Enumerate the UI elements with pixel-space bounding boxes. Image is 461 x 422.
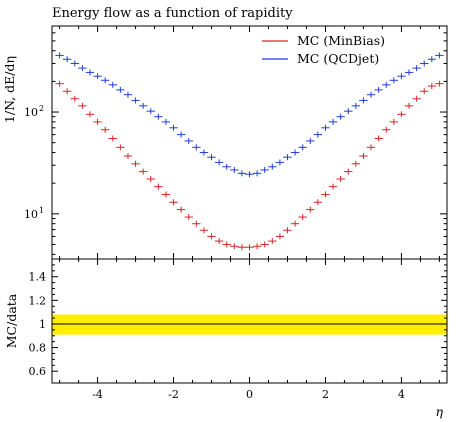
ratio-y-tick-label: 1 xyxy=(39,318,46,331)
legend-label-minbias: MC (MinBias) xyxy=(297,33,385,48)
main-y-tick-label-exponent: 2 xyxy=(39,104,44,113)
x-axis-label: η xyxy=(436,404,444,419)
main-y-tick-label: 10 xyxy=(24,208,38,221)
ratio-y-tick-label: 1.2 xyxy=(29,294,47,307)
ratio-y-axis-label: MC/data xyxy=(4,293,19,348)
main-ticks xyxy=(52,25,447,259)
uncertainty-band xyxy=(52,314,447,335)
x-tick-labels: -4 -2 0 2 4 xyxy=(92,388,405,401)
main-y-tick-label: 10 xyxy=(24,106,38,119)
main-y-tick-label-exponent: 1 xyxy=(39,206,44,215)
ratio-y-tick-label: 1.4 xyxy=(29,271,47,284)
ratio-ticks xyxy=(52,259,447,383)
legend-label-qcdjet: MC (QCDjet) xyxy=(297,51,379,66)
main-y-axis-label: 1/N, dE/dη xyxy=(2,56,17,123)
x-tick-label: -2 xyxy=(168,388,179,401)
ratio-band xyxy=(52,314,447,335)
ratio-y-tick-labels: 0.6 0.8 1 1.2 1.4 xyxy=(29,271,47,378)
x-tick-label: 2 xyxy=(322,388,329,401)
chart-title: Energy flow as a function of rapidity xyxy=(52,6,293,21)
main-marks xyxy=(55,52,444,251)
ratio-panel: 0.6 0.8 1 1.2 1.4 -4 -2 0 2 4 MC/data η xyxy=(4,258,448,419)
x-tick-label: 0 xyxy=(246,388,253,401)
legend: MC (MinBias) MC (QCDjet) xyxy=(262,33,385,66)
ratio-y-tick-label: 0.8 xyxy=(29,342,47,355)
x-tick-label: 4 xyxy=(398,388,405,401)
x-tick-label: -4 xyxy=(92,388,103,401)
ratio-y-tick-label: 0.6 xyxy=(29,365,47,378)
main-plot-frame xyxy=(51,25,448,260)
